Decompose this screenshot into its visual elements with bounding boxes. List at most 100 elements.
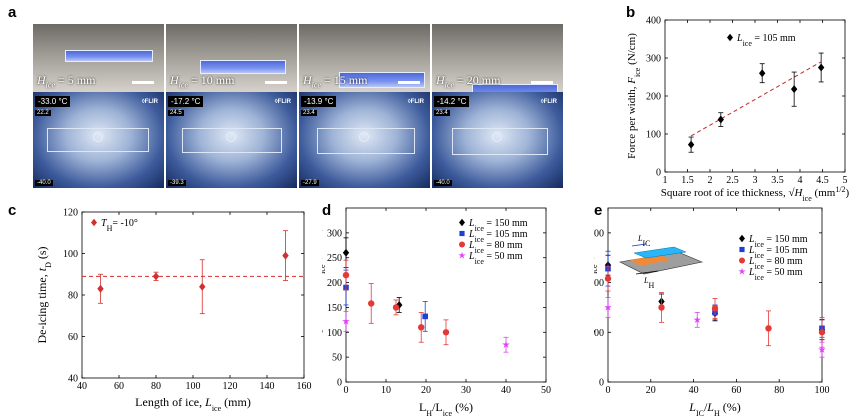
thickness-label: Hice = 20 mm (436, 73, 500, 89)
y-tick-label: 0 (337, 378, 342, 389)
scale-bar (531, 81, 553, 84)
x-tick-label: 4.5 (816, 175, 829, 186)
y-tick-label: 300 (327, 228, 342, 239)
thickness-value: = 15 mm (321, 72, 368, 87)
inset-lic-arrow (631, 243, 647, 247)
y-tick-label: 250 (327, 253, 342, 264)
y-tick-label: 0 (599, 378, 604, 389)
sample-photo: Hice = 20 mm (432, 24, 563, 92)
y-tick-label: 100 (63, 249, 78, 260)
thermal-scale-min: -40.0 (434, 180, 452, 186)
data-point (199, 282, 206, 291)
data-point (91, 218, 97, 227)
data-point (817, 63, 825, 72)
panel-letter-e: e (594, 202, 603, 219)
thickness-symbol: H (37, 72, 46, 87)
y-tick-label: 100 (594, 328, 604, 339)
measurement-spot (492, 132, 502, 142)
data-point (282, 251, 289, 260)
ice-sample (200, 60, 286, 74)
inset-ice-block (633, 246, 687, 259)
data-point (459, 241, 465, 248)
x-tick-label: 60 (114, 381, 124, 392)
data-point (739, 234, 745, 243)
thickness-value: = 10 mm (188, 72, 235, 87)
chart-c: 40 60 80 100 120 140 160 40 60 80 100 120 TH= -10° Le… (35, 208, 312, 413)
plot-frame (607, 207, 823, 383)
temperature-readout: -13.9 °C (301, 96, 337, 107)
data-point (738, 267, 746, 275)
legend-label: Lice = 50 mm (748, 267, 803, 282)
y-tick-label: 120 (63, 208, 78, 219)
flir-logo: ◊FLIR (141, 99, 158, 105)
y-tick-label: 400 (646, 16, 661, 27)
data-point (818, 345, 826, 353)
y-tick-label: 200 (646, 92, 661, 103)
data-point (687, 140, 695, 149)
inset-schematic: LIC LH (619, 234, 704, 290)
y-tick-label: 0 (656, 168, 661, 179)
inset-label-lh: LH (643, 276, 654, 290)
data-point (342, 317, 350, 325)
y-tick-label: 50 (332, 353, 342, 364)
chart-b: 1 1.5 2 2.5 3 3.5 4 4.5 5 0 100 200 300 400 Lice = 105… (626, 16, 850, 202)
data-point (658, 304, 665, 311)
thickness-symbol: H (436, 72, 445, 87)
thickness-label: Hice = 15 mm (303, 73, 367, 89)
y-tick-label: 60 (68, 332, 78, 343)
ice-sample (339, 72, 425, 88)
thickness-subscript: ice (444, 80, 454, 89)
thermal-scale-max: 22.2 (35, 110, 51, 116)
legend-label: Lice = 50 mm (468, 251, 523, 266)
data-point (396, 300, 403, 309)
x-tick-label: 2 (708, 175, 713, 186)
data-point (368, 300, 375, 307)
panel-letter-c: c (8, 202, 17, 219)
thickness-subscript: ice (45, 80, 55, 89)
data-point (97, 284, 104, 293)
y-tick-label: 40 (68, 374, 78, 385)
sample-photo: Hice = 5 mm (33, 24, 164, 92)
x-tick-label: 140 (260, 381, 275, 392)
x-tick-label: 10 (381, 385, 391, 396)
x-tick-label: 0 (606, 385, 611, 396)
thermal-photo: -14.2 °C ◊FLIR 23.4 -40.0 (432, 92, 563, 188)
y-axis-label: De-icing time, tD (s) (35, 246, 53, 343)
sample-photo: Hice = 15 mm (299, 24, 430, 92)
legend-label: Lice = 105 mm (736, 33, 796, 48)
y-tick-label: 80 (68, 291, 78, 302)
fit-line (690, 61, 822, 137)
x-tick-label: 100 (186, 381, 201, 392)
ice-sample (65, 50, 153, 62)
data-point (711, 305, 719, 312)
chart-e: 0 20 40 60 80 100 0 100 200 300 LIC LH Lice = 150 mm… (594, 207, 830, 418)
thermal-scale-max: 23.4 (301, 110, 317, 116)
data-point (459, 230, 465, 237)
measurement-spot (226, 132, 236, 142)
y-axis-label: Force per width, Fice (N/cm) (626, 33, 642, 159)
thickness-label: Hice = 5 mm (37, 73, 95, 89)
x-tick-label: 2.5 (726, 175, 739, 186)
legend-label: Lice = 80 mm (468, 240, 523, 255)
legend-label: Lice = 150 mm (748, 234, 808, 249)
thermal-sample-outline (47, 128, 149, 152)
x-tick-label: 160 (297, 381, 312, 392)
temperature-readout: -14.2 °C (434, 96, 470, 107)
y-tick-label: 200 (327, 278, 342, 289)
thermal-scale-min: -40.0 (35, 180, 53, 186)
x-tick-label: 5 (843, 175, 848, 186)
flir-logo: ◊FLIR (274, 99, 291, 105)
data-point (422, 313, 428, 320)
thermal-sample-outline (452, 128, 548, 155)
inset-label-lic: LIC (637, 234, 650, 248)
panel-letter-a: a (8, 4, 17, 21)
data-point (458, 251, 466, 259)
y-tick-label: 300 (646, 54, 661, 65)
flir-logo: ◊FLIR (407, 99, 424, 105)
temperature-readout: -17.2 °C (168, 96, 204, 107)
x-tick-label: 40 (689, 385, 699, 396)
x-tick-label: 30 (461, 385, 471, 396)
sample-photo: Hice = 10 mm (166, 24, 297, 92)
inset-lh-arrow (635, 270, 659, 275)
plot-frame (81, 211, 305, 379)
